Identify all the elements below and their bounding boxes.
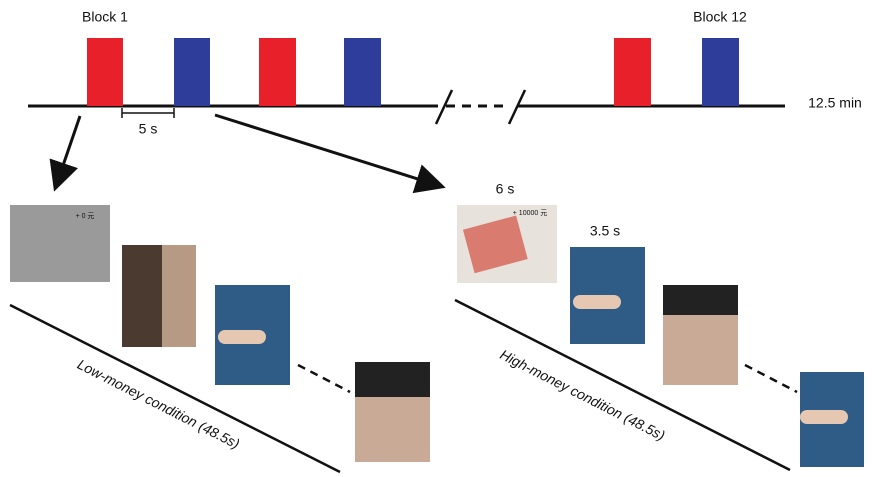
arrow <box>214 113 446 194</box>
block-label: Block 1 <box>82 9 128 25</box>
photo-finger-shape <box>573 295 621 309</box>
high-condition: 6 s + 10000 元 3.5 s High-money condition… <box>454 181 864 472</box>
block-bar <box>174 38 210 106</box>
break-mark <box>434 89 454 125</box>
block-bar <box>702 38 739 106</box>
break-mark <box>507 89 527 125</box>
arrow <box>49 115 82 192</box>
ellipsis-line <box>297 363 351 394</box>
photo-finger-shape <box>218 330 266 344</box>
reward-text: + 10000 元 <box>513 209 547 217</box>
condition-line <box>9 303 341 474</box>
low-condition: + 0 元 Low-money condition (48.5s) <box>9 205 430 474</box>
block-bar <box>344 38 381 106</box>
duration-label: 12.5 min <box>808 95 862 111</box>
ellipsis-line <box>744 363 798 394</box>
timeline: Block 1 Block 12 12.5 min 5 s <box>28 9 862 194</box>
block-label: Block 12 <box>693 9 747 25</box>
interval-label: 5 s <box>139 121 158 137</box>
photo-hair <box>663 285 738 315</box>
condition-line <box>454 298 791 472</box>
photo-hair <box>122 245 162 347</box>
photo-money <box>462 215 528 274</box>
reward-text: + 0 元 <box>76 212 95 220</box>
duration-label: 6 s <box>496 181 515 197</box>
block-bar <box>259 38 296 106</box>
photo-finger-shape <box>800 410 848 424</box>
photo-hair <box>355 362 430 397</box>
reward-screen <box>10 205 110 282</box>
duration-label: 3.5 s <box>590 223 620 239</box>
interval-bracket <box>121 108 175 118</box>
block-bar <box>87 38 123 106</box>
block-bar <box>614 38 651 106</box>
